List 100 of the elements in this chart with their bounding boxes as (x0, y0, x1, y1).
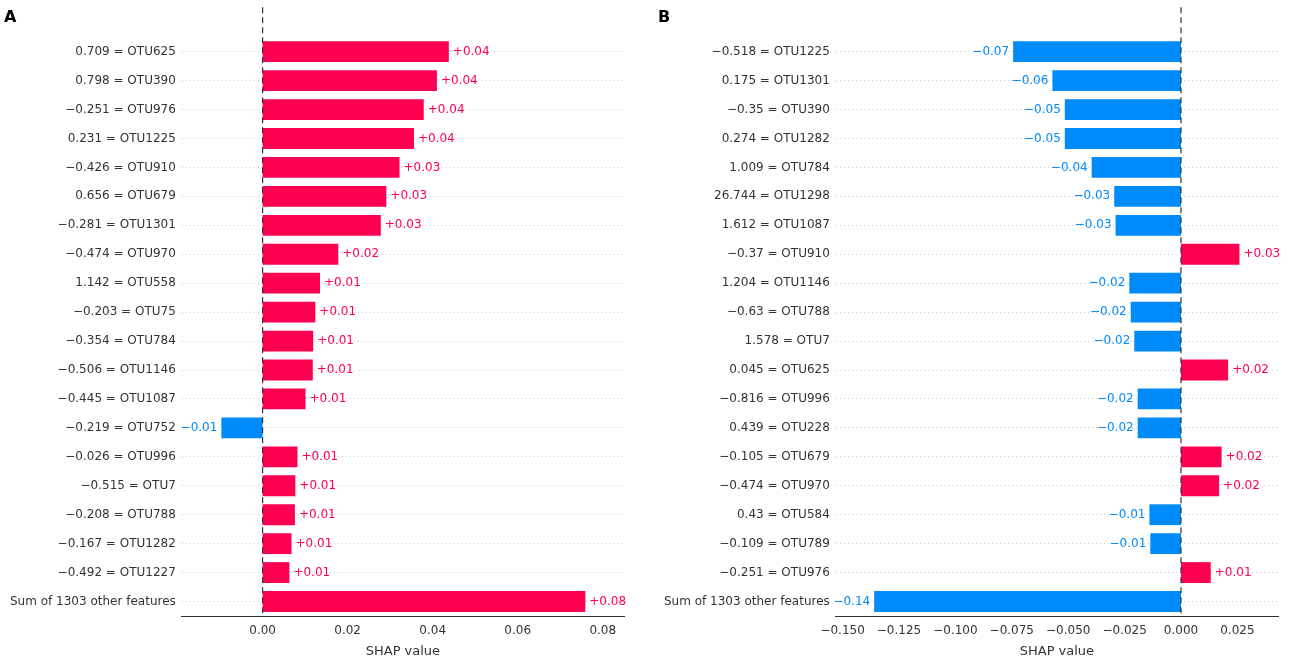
bar (262, 214, 381, 236)
y-tick-label: −0.208 = OTU788 (65, 506, 176, 521)
data-label: +0.02 (342, 246, 380, 261)
y-tick-label: −0.219 = OTU752 (65, 420, 176, 435)
y-tick-label: Sum of 1303 other features (9, 593, 176, 608)
y-tick-label: 0.656 = OTU679 (75, 188, 176, 203)
bar (1149, 504, 1181, 526)
y-tick-label: 1.612 = OTU1087 (721, 217, 830, 232)
data-label: +0.01 (316, 362, 354, 377)
y-tick-label: −0.445 = OTU1087 (57, 391, 176, 406)
bar (262, 99, 424, 120)
bar (1134, 330, 1181, 352)
x-tick-label: −0.150 (820, 623, 865, 638)
bar (262, 562, 290, 584)
bar (262, 591, 586, 612)
data-label: +0.01 (295, 535, 333, 550)
y-tick-label: −0.37 = OTU910 (726, 246, 830, 261)
bar (1137, 388, 1181, 410)
y-tick-label: −0.816 = OTU996 (719, 391, 830, 406)
data-label: +0.01 (319, 304, 357, 319)
x-tick-label: 0.08 (589, 623, 617, 638)
bar (262, 272, 320, 294)
y-tick-label: 0.43 = OTU584 (736, 506, 830, 521)
y-tick-label: 0.798 = OTU390 (75, 72, 176, 87)
bar (262, 330, 314, 352)
y-tick-label: −0.167 = OTU1282 (57, 535, 176, 550)
y-tick-label: −0.105 = OTU679 (719, 448, 830, 463)
x-tick-label: 0.00 (249, 623, 276, 638)
bar (262, 533, 292, 555)
bar (874, 591, 1181, 612)
bar (262, 359, 313, 381)
x-axis-title: SHAP value (365, 642, 441, 658)
data-label: −0.05 (1024, 130, 1061, 145)
data-label: +0.01 (317, 333, 354, 348)
bar (1137, 417, 1181, 439)
y-tick-label: −0.492 = OTU1227 (57, 564, 176, 579)
bar (1180, 359, 1229, 381)
bar (262, 157, 400, 178)
bar (262, 504, 295, 526)
data-label: −0.02 (1093, 333, 1131, 348)
data-label: −0.07 (972, 43, 1010, 58)
data-label: +0.01 (299, 477, 337, 492)
y-tick-label: 0.274 = OTU1282 (721, 130, 830, 145)
bar (1064, 128, 1181, 149)
y-tick-label: 0.175 = OTU1301 (721, 72, 830, 87)
x-tick-label: 0.000 (1163, 623, 1199, 638)
bar (1150, 533, 1181, 555)
x-tick-label: 0.02 (334, 623, 361, 638)
x-axis-title: SHAP value (1019, 642, 1095, 658)
y-tick-label: 0.231 = OTU1225 (67, 130, 176, 145)
y-tick-label: −0.026 = OTU996 (65, 448, 176, 463)
y-tick-label: −0.474 = OTU970 (719, 477, 830, 492)
data-label: +0.02 (1232, 362, 1269, 377)
data-label: +0.01 (324, 275, 361, 290)
y-tick-label: 0.709 = OTU625 (75, 43, 176, 58)
y-tick-label: Sum of 1303 other features (663, 593, 830, 608)
data-label: +0.03 (390, 188, 428, 203)
y-tick-label: −0.109 = OTU789 (719, 535, 830, 550)
bar (1052, 70, 1181, 92)
bar (1129, 272, 1181, 294)
y-tick-label: 1.142 = OTU558 (75, 275, 176, 290)
bar (1180, 475, 1220, 497)
data-label: +0.02 (1223, 477, 1260, 492)
bar (1115, 214, 1181, 236)
data-label: −0.01 (180, 420, 218, 435)
data-label: −0.02 (1088, 275, 1126, 290)
data-label: −0.02 (1089, 304, 1127, 319)
y-tick-label: −0.426 = OTU910 (65, 159, 176, 174)
data-label: −0.05 (1024, 101, 1061, 116)
data-label: +0.04 (417, 130, 455, 145)
data-label: +0.08 (589, 593, 627, 608)
y-tick-label: 26.744 = OTU1298 (714, 188, 830, 203)
x-tick-label: 0.025 (1220, 623, 1255, 638)
bar (262, 475, 296, 497)
y-tick-label: 1.204 = OTU1146 (721, 275, 830, 290)
data-label: +0.04 (452, 43, 490, 58)
y-tick-label: 0.045 = OTU625 (729, 362, 830, 377)
data-label: +0.03 (1243, 246, 1281, 261)
y-tick-label: −0.203 = OTU75 (72, 304, 176, 319)
data-label: +0.04 (427, 101, 465, 116)
y-tick-label: −0.515 = OTU7 (80, 477, 176, 492)
bar (262, 388, 306, 410)
data-label: +0.01 (298, 506, 336, 521)
y-tick-label: −0.474 = OTU970 (65, 246, 176, 261)
bar (262, 41, 449, 63)
bar (262, 243, 339, 265)
bar (1114, 185, 1181, 207)
bar (1180, 446, 1222, 468)
bar (1180, 562, 1211, 584)
data-label: −0.14 (833, 593, 871, 608)
data-label: +0.02 (1225, 448, 1263, 463)
data-label: −0.03 (1073, 188, 1111, 203)
data-label: −0.01 (1109, 535, 1147, 550)
y-tick-label: −0.506 = OTU1146 (57, 362, 176, 377)
y-tick-label: −0.251 = OTU976 (65, 101, 176, 116)
bar (1180, 243, 1240, 265)
bar (221, 417, 263, 439)
y-tick-label: −0.354 = OTU784 (65, 333, 176, 348)
y-tick-label: −0.63 = OTU788 (726, 304, 830, 319)
bar (262, 70, 437, 92)
